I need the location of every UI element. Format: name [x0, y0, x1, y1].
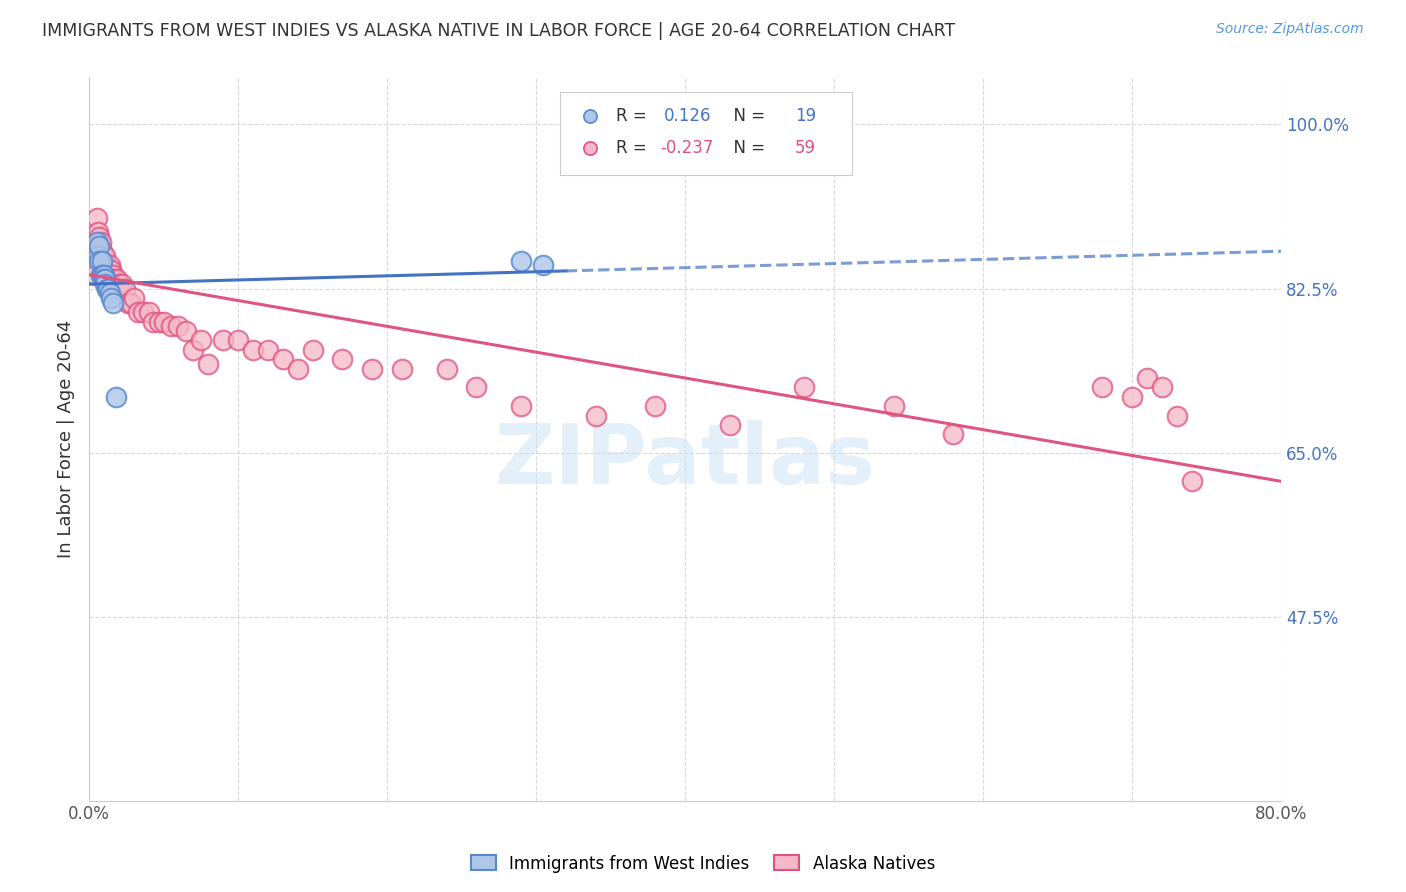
Point — [510, 253, 533, 268]
Point — [94, 272, 117, 286]
Point — [89, 230, 111, 244]
Text: ZIPatlas: ZIPatlas — [495, 420, 876, 501]
Point — [197, 357, 219, 371]
Point — [104, 390, 127, 404]
Point — [644, 399, 666, 413]
Point — [89, 239, 111, 253]
Point — [152, 315, 174, 329]
Point — [94, 277, 117, 291]
Point — [90, 268, 112, 282]
Point — [465, 380, 488, 394]
Point — [96, 258, 118, 272]
Point — [89, 253, 111, 268]
Point — [391, 361, 413, 376]
Point — [330, 352, 353, 367]
Point — [1091, 380, 1114, 394]
Text: 0.126: 0.126 — [664, 107, 711, 125]
Point — [257, 343, 280, 357]
Point — [436, 361, 458, 376]
Point — [86, 211, 108, 226]
Point — [120, 296, 142, 310]
Point — [142, 315, 165, 329]
Point — [87, 249, 110, 263]
Text: 19: 19 — [794, 107, 815, 125]
Text: R =: R = — [616, 138, 652, 157]
Text: N =: N = — [723, 107, 770, 125]
Point — [212, 334, 235, 348]
Point — [167, 319, 190, 334]
Point — [190, 334, 212, 348]
Text: Source: ZipAtlas.com: Source: ZipAtlas.com — [1216, 22, 1364, 37]
Point — [87, 226, 110, 240]
Point — [108, 277, 131, 291]
Point — [271, 352, 294, 367]
Point — [100, 291, 122, 305]
Point — [117, 296, 139, 310]
Point — [148, 315, 170, 329]
Point — [718, 417, 741, 432]
Text: N =: N = — [723, 138, 770, 157]
Point — [93, 249, 115, 263]
Point — [174, 324, 197, 338]
Point — [1121, 390, 1143, 404]
Point — [104, 282, 127, 296]
Text: IMMIGRANTS FROM WEST INDIES VS ALASKA NATIVE IN LABOR FORCE | AGE 20-64 CORRELAT: IMMIGRANTS FROM WEST INDIES VS ALASKA NA… — [42, 22, 956, 40]
Point — [111, 277, 134, 291]
Point — [510, 399, 533, 413]
Point — [91, 268, 114, 282]
Point — [97, 263, 120, 277]
Point — [122, 291, 145, 305]
Point — [114, 282, 136, 296]
Point — [361, 361, 384, 376]
Point — [1180, 475, 1202, 489]
Text: -0.237: -0.237 — [659, 138, 713, 157]
Text: 59: 59 — [794, 138, 815, 157]
Point — [793, 380, 815, 394]
Point — [91, 253, 114, 268]
Point — [105, 272, 128, 286]
Point — [883, 399, 905, 413]
Point — [93, 272, 115, 286]
Point — [585, 409, 607, 423]
Point — [242, 343, 264, 357]
Point — [533, 258, 555, 272]
Point — [103, 272, 125, 286]
Point — [94, 249, 117, 263]
Legend: Immigrants from West Indies, Alaska Natives: Immigrants from West Indies, Alaska Nati… — [464, 848, 942, 880]
Point — [226, 334, 249, 348]
Point — [101, 296, 124, 310]
Y-axis label: In Labor Force | Age 20-64: In Labor Force | Age 20-64 — [58, 320, 75, 558]
FancyBboxPatch shape — [560, 92, 852, 175]
Point — [160, 319, 183, 334]
Point — [101, 268, 124, 282]
Point — [96, 282, 118, 296]
Point — [183, 343, 205, 357]
Text: R =: R = — [616, 107, 652, 125]
Point — [942, 427, 965, 442]
Point — [1150, 380, 1173, 394]
Point — [90, 235, 112, 249]
Point — [1166, 409, 1188, 423]
Point — [138, 305, 160, 319]
Point — [1136, 371, 1159, 385]
Point — [97, 282, 120, 296]
Point — [131, 305, 153, 319]
Point — [84, 268, 107, 282]
Point — [98, 258, 121, 272]
Point — [127, 305, 149, 319]
Point — [301, 343, 323, 357]
Point — [287, 361, 309, 376]
Point — [91, 244, 114, 259]
Point — [703, 209, 725, 223]
Point — [703, 167, 725, 181]
Point — [86, 235, 108, 249]
Point — [98, 286, 121, 301]
Point — [93, 268, 115, 282]
Point — [100, 263, 122, 277]
